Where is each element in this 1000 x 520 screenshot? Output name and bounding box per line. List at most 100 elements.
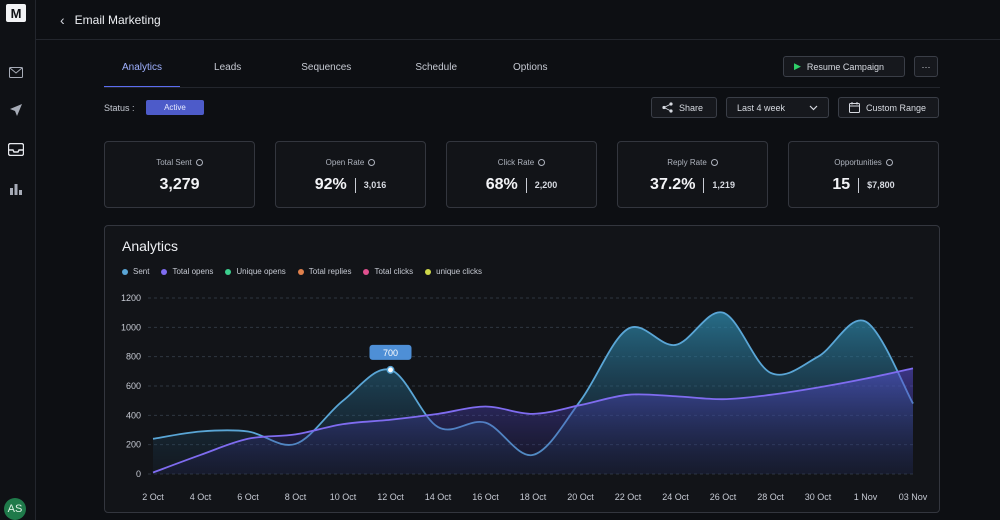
legend-dot — [425, 268, 432, 275]
stat-divider — [354, 177, 356, 193]
stat-card-click-rate: Click Rate 68% 2,200 — [446, 141, 597, 208]
tooltip-point — [386, 365, 395, 374]
stat-secondary: 1,219 — [712, 180, 735, 190]
stat-value: 92% — [314, 176, 347, 193]
stat-value: 68% — [485, 176, 518, 193]
y-tick-label: 1200 — [121, 293, 141, 303]
legend-label: Total opens — [172, 267, 214, 276]
tab-sequences[interactable]: Sequences — [301, 62, 352, 73]
page-title: Email Marketing — [74, 12, 161, 27]
y-tick-label: 0 — [136, 469, 141, 479]
analytics-chart[interactable]: 0 200 400 600 800 1000 1200 2 Oct 4 Oct 6 Oct 8 Oc… — [105, 226, 940, 513]
y-tick-label: 600 — [126, 381, 141, 391]
share-icon — [662, 102, 673, 113]
stat-secondary: 3,016 — [363, 180, 387, 190]
tooltip-box — [369, 344, 412, 360]
top-bar: ‹ Email Marketing — [36, 0, 1000, 40]
info-icon[interactable] — [710, 159, 718, 166]
legend-label: Unique opens — [236, 267, 286, 276]
tab-bar: Analytics Leads Sequences Schedule Optio… — [104, 58, 565, 88]
x-tick-label: 24 Oct — [662, 492, 689, 502]
analytics-chart-card: 0 200 400 600 800 1000 1200 2 Oct 4 Oct 6 Oct 8 Oc… — [104, 225, 940, 513]
stat-card-total-sent: Total Sent 3,279 — [104, 141, 255, 208]
legend-dot — [161, 268, 168, 275]
legend-dot — [225, 268, 232, 275]
x-tick-label: 12 Oct — [377, 492, 404, 502]
more-options-button[interactable]: ··· — [914, 56, 938, 77]
tab-leads[interactable]: Leads — [214, 62, 242, 73]
send-icon[interactable] — [7, 102, 25, 118]
legend-item[interactable]: Total opens — [161, 267, 213, 276]
stat-label: Click Rate — [497, 158, 535, 167]
legend-item[interactable]: Total clicks — [363, 267, 413, 276]
legend-dot — [297, 268, 304, 275]
x-tick-label: 6 Oct — [237, 492, 259, 502]
stat-secondary: $7,800 — [867, 180, 895, 190]
x-tick-label: 18 Oct — [520, 492, 547, 502]
legend-item[interactable]: Sent — [122, 267, 149, 276]
stat-divider — [858, 177, 860, 193]
legend-label: Total clicks — [374, 267, 414, 276]
stat-card-reply-rate: Reply Rate 37.2% 1,219 — [617, 141, 768, 208]
info-icon[interactable] — [538, 159, 546, 166]
mail-icon[interactable] — [7, 64, 25, 80]
x-tick-label: 16 Oct — [472, 492, 499, 502]
stat-label: Opportunities — [834, 158, 882, 167]
y-tick-label: 800 — [126, 352, 141, 362]
status-label: Status : — [104, 103, 135, 113]
x-tick-label: 03 Nov — [899, 492, 928, 502]
tab-schedule[interactable]: Schedule — [415, 62, 458, 73]
info-icon[interactable] — [195, 159, 203, 166]
y-tick-label: 200 — [126, 440, 141, 450]
resume-campaign-label: Resume Campaign — [806, 61, 884, 72]
avatar[interactable]: AS — [4, 498, 26, 520]
inbox-icon[interactable] — [7, 141, 25, 157]
stat-card-opportunities: Opportunities 15 $7,800 — [788, 141, 939, 208]
chart-legend: Sent Total opens Unique opens Total replies… — [122, 267, 482, 276]
sidebar: M AS — [0, 0, 36, 520]
x-tick-label: 4 Oct — [190, 492, 212, 502]
date-range-select[interactable]: Last 4 week — [726, 97, 829, 118]
legend-item[interactable]: Unique opens — [225, 267, 286, 276]
chevron-down-icon — [809, 105, 818, 110]
stat-divider — [703, 177, 705, 193]
back-chevron-icon[interactable]: ‹ — [60, 11, 65, 28]
x-tick-label: 8 Oct — [285, 492, 307, 502]
x-tick-label: 20 Oct — [567, 492, 594, 502]
chart-title: Analytics — [122, 238, 179, 254]
legend-label: Total replies — [308, 267, 352, 276]
tooltip-label: 700 — [383, 348, 398, 358]
date-range-value: Last 4 week — [737, 102, 786, 113]
status-badge: Active — [146, 100, 204, 115]
legend-item[interactable]: Total replies — [297, 267, 352, 276]
legend-item[interactable]: unique clicks — [425, 267, 482, 276]
share-label: Share — [679, 102, 704, 113]
stat-secondary: 2,200 — [534, 180, 558, 190]
tab-analytics[interactable]: Analytics — [104, 58, 181, 88]
legend-label: Sent — [133, 267, 150, 276]
stat-label: Total Sent — [156, 158, 192, 167]
x-tick-label: 14 Oct — [425, 492, 452, 502]
stat-divider — [525, 177, 527, 193]
bar-chart-icon[interactable] — [7, 180, 25, 196]
legend-label: unique clicks — [436, 267, 482, 276]
stat-label: Open Rate — [325, 158, 365, 167]
total-opens-series-line — [152, 367, 914, 474]
stat-label: Reply Rate — [667, 158, 707, 167]
legend-dot — [363, 268, 370, 275]
custom-range-button[interactable]: Custom Range — [838, 97, 939, 118]
stat-card-open-rate: Open Rate 92% 3,016 — [275, 141, 426, 208]
x-tick-label: 26 Oct — [710, 492, 737, 502]
share-button[interactable]: Share — [651, 97, 717, 118]
y-tick-label: 1000 — [121, 322, 141, 332]
stat-value: 15 — [832, 176, 851, 193]
more-icon: ··· — [921, 61, 931, 72]
app-logo[interactable]: M — [6, 4, 26, 22]
legend-dot — [122, 268, 128, 275]
info-icon[interactable] — [885, 159, 893, 166]
info-icon[interactable] — [368, 159, 376, 166]
tab-divider — [104, 87, 940, 88]
resume-campaign-button[interactable]: ▶ Resume Campaign — [783, 56, 905, 77]
tab-options[interactable]: Options — [513, 62, 548, 73]
total-opens-series-area — [153, 368, 913, 474]
